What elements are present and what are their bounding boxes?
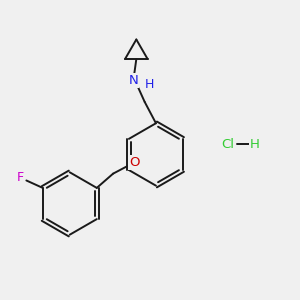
Text: F: F [16,171,23,184]
Text: Cl: Cl [221,138,234,151]
Text: H: H [250,138,260,151]
Text: O: O [129,156,140,169]
Text: N: N [128,74,138,87]
Text: H: H [145,77,154,91]
